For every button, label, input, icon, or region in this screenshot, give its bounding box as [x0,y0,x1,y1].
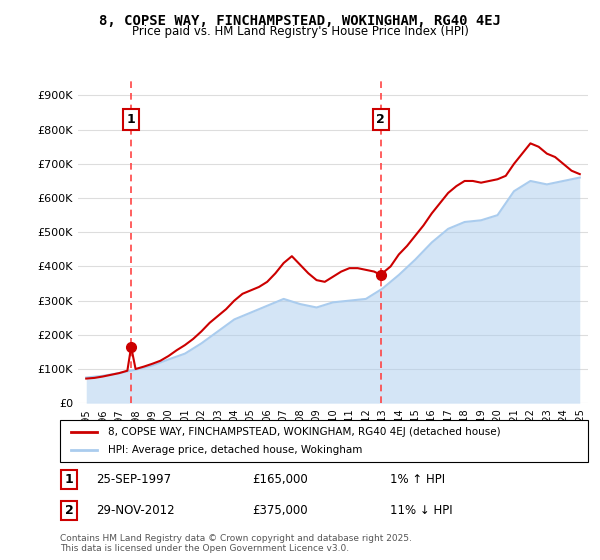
FancyBboxPatch shape [61,470,77,489]
Text: 8, COPSE WAY, FINCHAMPSTEAD, WOKINGHAM, RG40 4EJ (detached house): 8, COPSE WAY, FINCHAMPSTEAD, WOKINGHAM, … [107,427,500,437]
Text: £375,000: £375,000 [252,503,308,517]
Text: Contains HM Land Registry data © Crown copyright and database right 2025.
This d: Contains HM Land Registry data © Crown c… [60,534,412,553]
Text: HPI: Average price, detached house, Wokingham: HPI: Average price, detached house, Woki… [107,445,362,455]
Text: 25-SEP-1997: 25-SEP-1997 [96,473,171,486]
Text: £165,000: £165,000 [252,473,308,486]
Text: 8, COPSE WAY, FINCHAMPSTEAD, WOKINGHAM, RG40 4EJ: 8, COPSE WAY, FINCHAMPSTEAD, WOKINGHAM, … [99,14,501,28]
Text: 11% ↓ HPI: 11% ↓ HPI [390,503,452,517]
Text: 2: 2 [376,113,385,126]
Text: Price paid vs. HM Land Registry's House Price Index (HPI): Price paid vs. HM Land Registry's House … [131,25,469,38]
FancyBboxPatch shape [61,501,77,520]
Text: 1: 1 [127,113,136,126]
Text: 2: 2 [65,503,73,517]
Text: 1% ↑ HPI: 1% ↑ HPI [390,473,445,486]
Text: 1: 1 [65,473,73,486]
Text: 29-NOV-2012: 29-NOV-2012 [96,503,175,517]
FancyBboxPatch shape [60,420,588,462]
